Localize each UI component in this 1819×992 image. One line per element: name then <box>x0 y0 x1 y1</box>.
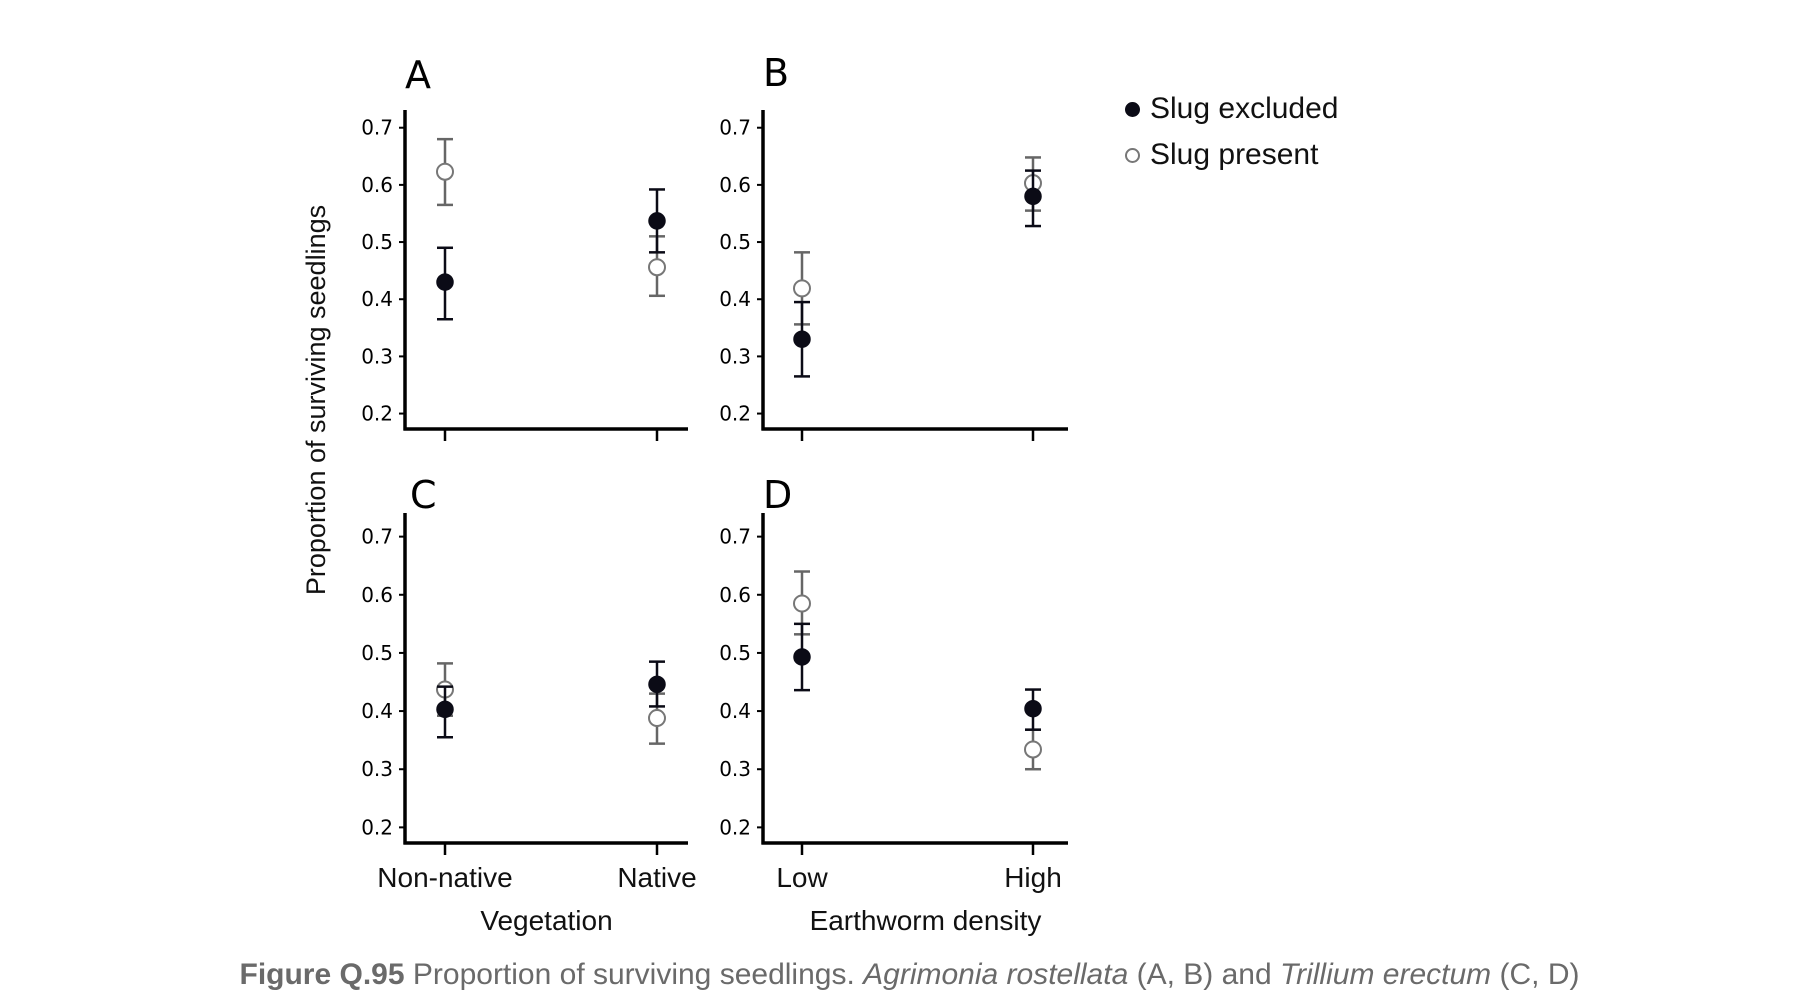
y-tick-label: 0.5 <box>361 230 393 254</box>
x-axis-title: Vegetation <box>480 905 612 936</box>
y-tick-label: 0.2 <box>719 815 751 839</box>
y-tick-label: 0.6 <box>361 173 393 197</box>
y-tick-label: 0.2 <box>361 402 393 426</box>
y-tick-label: 0.5 <box>361 641 393 665</box>
y-tick-label: 0.6 <box>361 583 393 607</box>
point-slug-excluded <box>648 212 666 230</box>
panel-title: D <box>763 473 792 517</box>
point-slug-excluded <box>793 648 811 666</box>
legend-label: Slug present <box>1150 138 1319 171</box>
y-tick-label: 0.7 <box>719 116 751 140</box>
y-tick-label: 0.3 <box>361 757 393 781</box>
y-tick-label: 0.6 <box>719 583 751 607</box>
caption-panels-2: (C, D) <box>1499 958 1580 991</box>
caption-panels-1: (A, B) and <box>1136 958 1272 991</box>
y-tick-label: 0.4 <box>719 699 751 723</box>
caption-species-1: Agrimonia rostellata <box>863 958 1129 991</box>
caption-label: Figure Q.95 <box>239 958 405 991</box>
y-tick-label: 0.7 <box>719 525 751 549</box>
x-tick-label: Low <box>776 862 828 893</box>
y-tick-label: 0.6 <box>719 173 751 197</box>
y-tick-label: 0.4 <box>719 287 751 311</box>
point-slug-present <box>793 594 811 613</box>
shared-y-axis-label: Proportion of surviving seedlings <box>301 205 331 595</box>
filled-circle-marker-icon <box>1125 101 1140 117</box>
panel-title: A <box>405 53 431 97</box>
y-tick-label: 0.3 <box>719 344 751 368</box>
figure-caption: Figure Q.95 Proportion of surviving seed… <box>0 958 1819 992</box>
panel-d: D 0.2 0.3 0.4 0.5 0.6 0.7 Low High Earthworm dens… <box>719 473 1068 936</box>
point-slug-excluded <box>436 700 454 719</box>
y-tick-label: 0.4 <box>361 699 393 723</box>
y-tick-label: 0.5 <box>719 230 751 254</box>
y-tick-label: 0.3 <box>361 344 393 368</box>
point-slug-excluded <box>648 675 666 694</box>
x-tick-label: High <box>1004 862 1062 893</box>
open-circle-marker-icon <box>1125 147 1140 163</box>
point-slug-present <box>1024 740 1042 759</box>
point-slug-present <box>436 162 454 181</box>
legend-item-slug-excluded: Slug excluded <box>1125 86 1338 132</box>
legend-item-slug-present: Slug present <box>1125 132 1338 178</box>
point-slug-excluded <box>436 273 454 291</box>
point-slug-excluded <box>1024 187 1042 206</box>
point-slug-present <box>648 258 666 277</box>
panel-a: A 0.2 0.3 0.4 0.5 0.6 0.7 <box>361 53 688 441</box>
panel-c: C 0.2 0.3 0.4 0.5 0.6 0.7 Non-native NativeVeget… <box>361 473 697 936</box>
panel-title: B <box>763 51 789 95</box>
y-tick-label: 0.2 <box>361 815 393 839</box>
x-tick-label: Native <box>617 862 696 893</box>
point-slug-excluded <box>793 330 811 348</box>
point-slug-excluded <box>1024 699 1042 718</box>
y-tick-label: 0.3 <box>719 757 751 781</box>
panel-title: C <box>410 473 437 517</box>
point-slug-present <box>648 709 666 728</box>
point-slug-present <box>793 279 811 298</box>
panels: A0.20.30.40.50.60.7B0.20.30.40.50.60.7C0… <box>361 51 1068 936</box>
panel-b: B 0.2 0.3 0.4 0.5 0.6 0.7 <box>719 51 1068 441</box>
y-tick-label: 0.2 <box>719 402 751 426</box>
legend-label: Slug excluded <box>1150 92 1339 125</box>
x-axis-title: Earthworm density <box>810 905 1042 936</box>
y-tick-label: 0.4 <box>361 287 393 311</box>
x-tick-label: Non-native <box>377 862 512 893</box>
y-tick-label: 0.5 <box>719 641 751 665</box>
caption-text: Proportion of surviving seedlings. <box>412 958 855 991</box>
y-tick-label: 0.7 <box>361 525 393 549</box>
caption-species-2: Trillium erectum <box>1280 958 1492 991</box>
legend: Slug excluded Slug present <box>1125 86 1338 178</box>
y-tick-label: 0.7 <box>361 116 393 140</box>
